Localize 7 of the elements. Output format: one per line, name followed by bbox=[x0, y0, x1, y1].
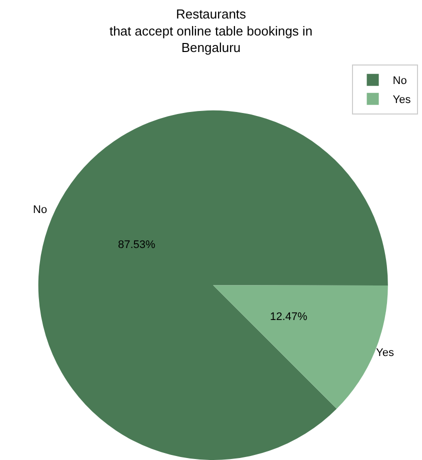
data-label: 87.53% bbox=[118, 239, 156, 251]
slice-label: Yes bbox=[376, 347, 394, 359]
legend-label: Yes bbox=[392, 94, 412, 106]
slice-label: No bbox=[33, 204, 48, 216]
chart-title: Restaurants that accept online table bookings in Bengaluru bbox=[109, 6, 313, 56]
legend-label: No bbox=[392, 75, 407, 88]
data-label: 12.47% bbox=[270, 311, 308, 323]
